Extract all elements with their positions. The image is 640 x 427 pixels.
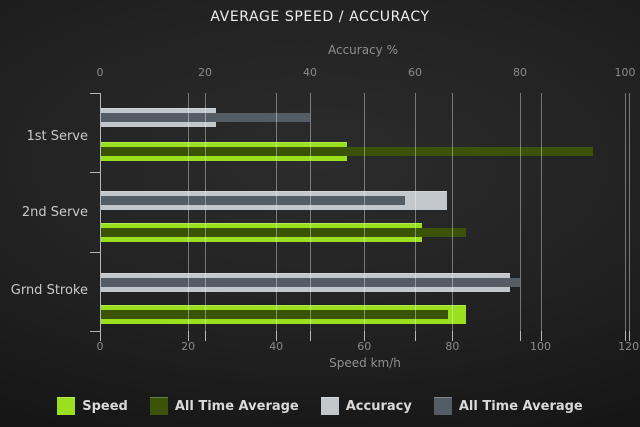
- legend-label: All Time Average: [458, 398, 583, 414]
- category-axis-tick: [90, 172, 100, 173]
- speed-tick-label: 60: [357, 340, 372, 353]
- speed-average-bar: [100, 310, 448, 319]
- speed-gridline: [628, 93, 630, 331]
- speed-average-bar: [100, 146, 594, 156]
- category-axis-tick: [90, 251, 100, 253]
- accuracy-average-bar: [100, 196, 405, 205]
- speed-gridline: [452, 93, 454, 331]
- legend-label: Speed: [82, 398, 128, 414]
- chart-title: AVERAGE SPEED / ACCURACY: [210, 9, 430, 25]
- legend-swatch-icon: [57, 397, 76, 415]
- speed-gridline: [188, 93, 190, 331]
- legend-swatch-icon: [320, 397, 339, 415]
- speed-axis-tick: [188, 331, 190, 341]
- plot-area: [90, 93, 634, 341]
- speed-tick-label: 100: [530, 340, 551, 353]
- speed-gridline: [364, 93, 366, 331]
- legend-label: All Time Average: [174, 398, 299, 414]
- speed-tick-label: 20: [181, 340, 196, 353]
- accuracy-axis-tick: [310, 331, 311, 341]
- accuracy-gridline: [415, 93, 416, 331]
- category-label: 2nd Serve: [21, 205, 88, 220]
- speed-axis-tick: [452, 331, 454, 341]
- speed-axis-tick: [276, 331, 278, 341]
- accuracy-tick-label: 40: [303, 66, 317, 79]
- accuracy-tick-label: 60: [408, 66, 422, 79]
- accuracy-tick-label: 100: [614, 66, 636, 79]
- speed-axis-tick: [364, 331, 366, 341]
- category-label: Grnd Stroke: [10, 283, 88, 298]
- legend-item-all-time-average[interactable]: All Time Average: [433, 397, 583, 415]
- accuracy-tick-label: 80: [513, 66, 527, 79]
- left-axis-line: [100, 93, 101, 341]
- legend-swatch-icon: [149, 397, 168, 415]
- speed-average-bar: [100, 227, 466, 237]
- speed-axis-tick: [540, 331, 542, 341]
- speed-gridline: [276, 93, 278, 331]
- speed-axis-tick: [628, 331, 630, 341]
- accuracy-axis-tick: [520, 331, 521, 341]
- accuracy-average-bar: [100, 278, 520, 287]
- speed-tick-label: 80: [445, 340, 460, 353]
- legend-label: Accuracy: [345, 398, 412, 414]
- legend-swatch-icon: [433, 397, 452, 415]
- category-axis-tick: [90, 93, 100, 94]
- legend: Speed All Time Average Accuracy All Time Av…: [0, 397, 640, 415]
- speed-tick-label: 40: [269, 340, 284, 353]
- category-label: 1st Serve: [26, 129, 88, 144]
- accuracy-axis-tick: [625, 331, 626, 341]
- accuracy-axis-title: Accuracy %: [327, 43, 399, 57]
- legend-item-speed[interactable]: Speed: [57, 397, 128, 415]
- legend-item-all-time-average[interactable]: All Time Average: [149, 397, 299, 415]
- speed-tick-label: 120: [618, 340, 640, 353]
- accuracy-gridline: [625, 93, 626, 331]
- accuracy-gridline: [520, 93, 521, 331]
- accuracy-gridline: [205, 93, 206, 331]
- accuracy-average-bar: [100, 113, 310, 122]
- accuracy-axis-tick: [415, 331, 416, 341]
- legend-item-accuracy[interactable]: Accuracy: [320, 397, 412, 415]
- speed-tick-label: 0: [96, 340, 104, 353]
- speed-gridline: [540, 93, 542, 331]
- speed-axis-title: Speed km/h: [329, 356, 401, 370]
- accuracy-tick-label: 20: [198, 66, 212, 79]
- accuracy-axis-tick: [205, 331, 206, 341]
- accuracy-gridline: [310, 93, 311, 331]
- accuracy-tick-label: 0: [96, 66, 104, 79]
- speed-axis-tick: [100, 331, 101, 341]
- category-axis-tick: [90, 331, 100, 332]
